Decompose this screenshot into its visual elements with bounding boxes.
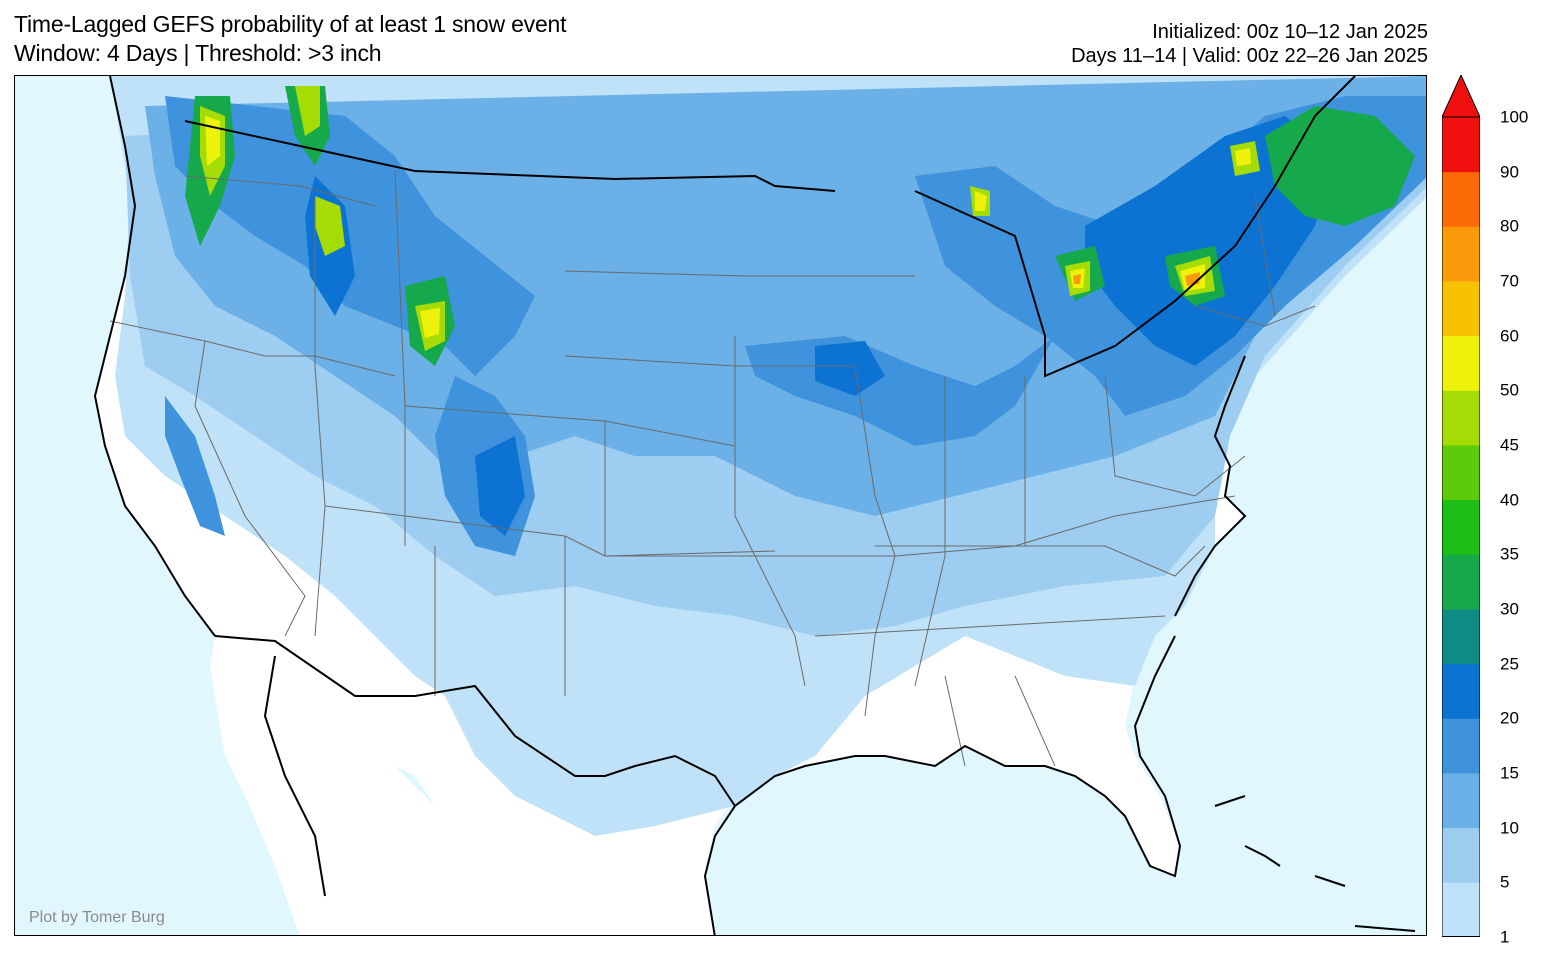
- colorbar-tick-label: 1: [1500, 927, 1510, 947]
- title-line-2: Window: 4 Days | Threshold: >3 inch: [14, 40, 382, 66]
- colorbar-tick-label: 10: [1500, 818, 1519, 838]
- colorbar-segment: [1442, 773, 1480, 829]
- colorbar-segment: [1442, 171, 1480, 227]
- state-borders: [109, 170, 1316, 767]
- colorbar-segment: [1442, 827, 1480, 883]
- colorbar-tick-label: 30: [1500, 599, 1519, 619]
- colorbar-segment: [1442, 718, 1480, 774]
- colorbar-tick-label: 70: [1500, 271, 1519, 291]
- colorbar-tick-label: 5: [1500, 872, 1510, 892]
- colorbar-tick-label: 35: [1500, 544, 1519, 564]
- colorbar-segment: [1442, 226, 1480, 282]
- credit-text: Plot by Tomer Burg: [29, 909, 165, 926]
- colorbar-tick-label: 100: [1500, 107, 1529, 127]
- probability-map: [93, 76, 1426, 935]
- valid-text: Days 11–14 | Valid: 00z 22–26 Jan 2025: [1071, 45, 1428, 67]
- colorbar-segment: [1442, 882, 1480, 937]
- shading-25: [305, 116, 1335, 536]
- run-info: Initialized: 00z 10–12 Jan 2025 Days 11–…: [1071, 20, 1428, 68]
- colorbar-tick-label: 20: [1500, 708, 1519, 728]
- colorbar-segment: [1442, 445, 1480, 501]
- colorbar-tick-label: 45: [1500, 435, 1519, 455]
- colorbar-segment: [1442, 609, 1480, 665]
- colorbar-tick-label: 50: [1500, 380, 1519, 400]
- colorbar-segment: [1442, 663, 1480, 719]
- colorbar-tick-label: 40: [1500, 490, 1519, 510]
- colorbar-tick-label: 80: [1500, 216, 1519, 236]
- baja-land: [210, 636, 325, 935]
- colorbar-segment: [1442, 390, 1480, 446]
- colorbar-segment: [1442, 117, 1480, 173]
- colorbar-segment: [1442, 281, 1480, 337]
- initialized-text: Initialized: 00z 10–12 Jan 2025: [1152, 21, 1428, 43]
- national-borders: [93, 76, 1356, 935]
- colorbar-tick-label: 25: [1500, 654, 1519, 674]
- colorbar-tick-label: 15: [1500, 763, 1519, 783]
- colorbar: [1442, 75, 1480, 937]
- colorbar-extend-arrow: [1442, 75, 1480, 118]
- map-panel[interactable]: Plot by Tomer Burg: [14, 75, 1427, 936]
- colorbar-segment: [1442, 335, 1480, 391]
- title-line-1: Time-Lagged GEFS probability of at least…: [14, 11, 567, 37]
- colorbar-tick-label: 60: [1500, 326, 1519, 346]
- colorbar-tick-label: 90: [1500, 162, 1519, 182]
- colorbar-segment: [1442, 499, 1480, 555]
- map-title: Time-Lagged GEFS probability of at least…: [14, 10, 567, 68]
- caribbean-islands: [1214, 795, 1416, 932]
- colorbar-segment: [1442, 554, 1480, 610]
